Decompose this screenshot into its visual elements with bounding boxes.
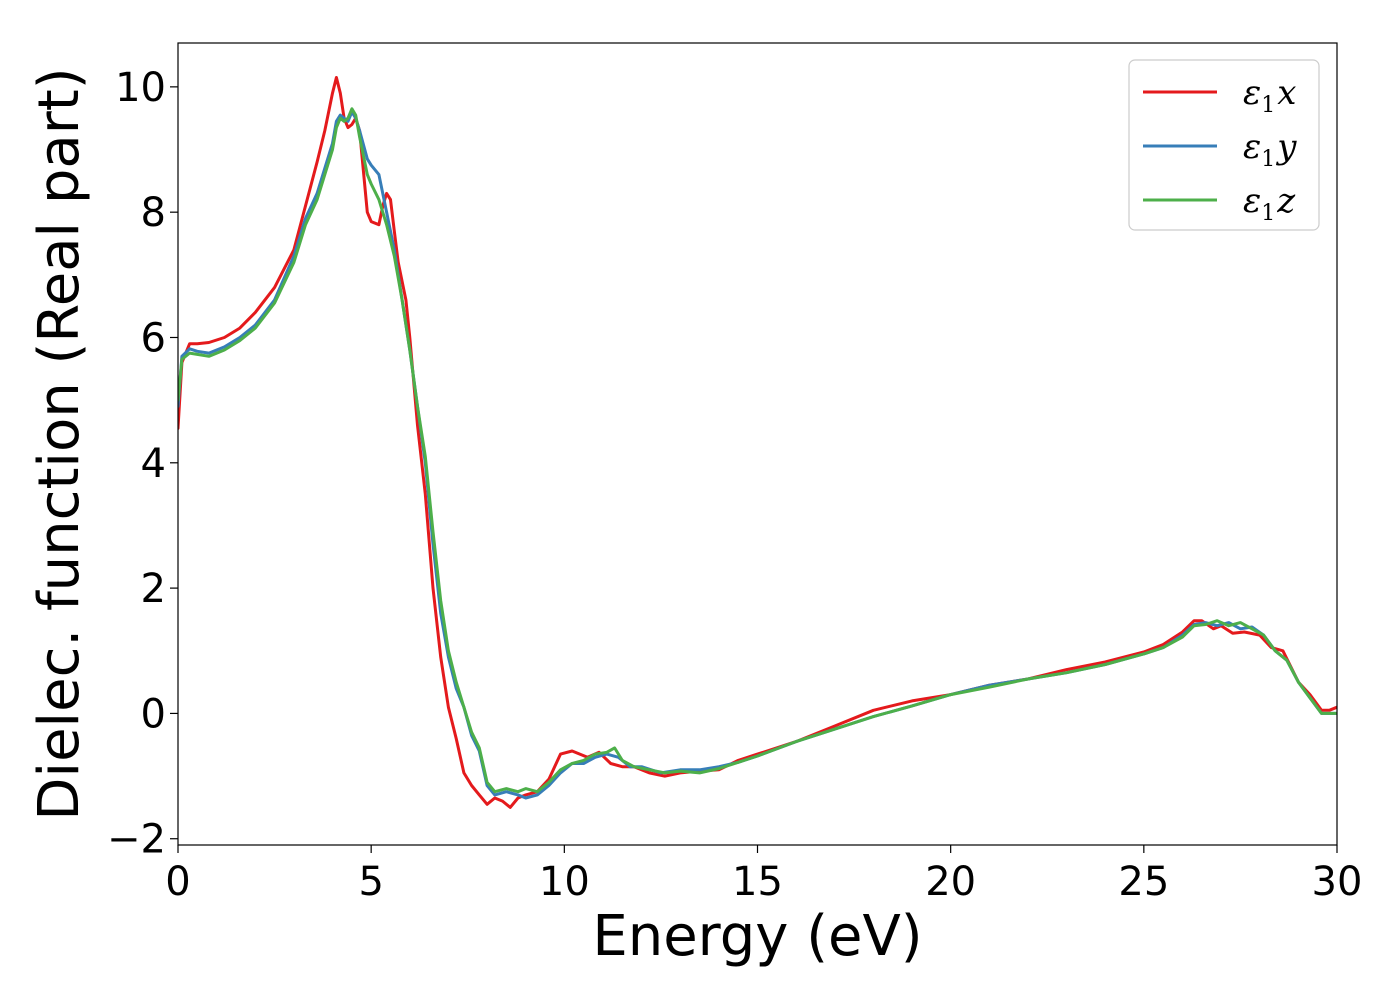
y-tick-label: −2 bbox=[107, 817, 166, 863]
x-axis-title: Energy (eV) bbox=[592, 904, 922, 969]
series-line-z bbox=[178, 107, 1337, 794]
y-tick-label: 2 bbox=[141, 566, 166, 612]
series-line-x bbox=[178, 76, 1337, 809]
x-axis: 0 5 10 15 20 25 30 bbox=[165, 845, 1362, 905]
legend-variable: z bbox=[1276, 181, 1296, 221]
x-tick-label: 15 bbox=[732, 859, 783, 905]
y-axis-title: Dielec. function (Real part) bbox=[27, 67, 92, 820]
y-tick-label: 4 bbox=[141, 441, 166, 487]
y-tick-label: 0 bbox=[141, 691, 166, 737]
legend-symbol: ε bbox=[1243, 127, 1261, 167]
y-tick-label: 6 bbox=[141, 315, 166, 361]
y-tick-label: 8 bbox=[141, 190, 166, 236]
x-tick-label: 5 bbox=[358, 859, 383, 905]
x-tick-label: 10 bbox=[539, 859, 590, 905]
x-tick-label: 25 bbox=[1118, 859, 1169, 905]
x-tick-label: 30 bbox=[1312, 859, 1363, 905]
x-tick-label: 20 bbox=[925, 859, 976, 905]
legend-label-x: ε1x bbox=[1243, 73, 1296, 118]
y-axis: −2 0 2 4 6 8 10 bbox=[107, 65, 178, 863]
x-tick-label: 0 bbox=[165, 859, 190, 905]
legend-subscript: 1 bbox=[1261, 147, 1275, 172]
legend-symbol: ε bbox=[1243, 73, 1261, 113]
legend-variable: x bbox=[1277, 73, 1296, 113]
plot-lines bbox=[178, 76, 1337, 809]
legend-label-z: ε1z bbox=[1243, 181, 1296, 226]
legend-symbol: ε bbox=[1243, 181, 1261, 221]
legend-variable: y bbox=[1275, 127, 1297, 167]
legend-subscript: 1 bbox=[1261, 201, 1275, 226]
legend-label-y: ε1y bbox=[1243, 127, 1297, 172]
y-tick-label: 10 bbox=[115, 65, 166, 111]
legend-box bbox=[1128, 59, 1320, 231]
legend-subscript: 1 bbox=[1261, 93, 1275, 118]
